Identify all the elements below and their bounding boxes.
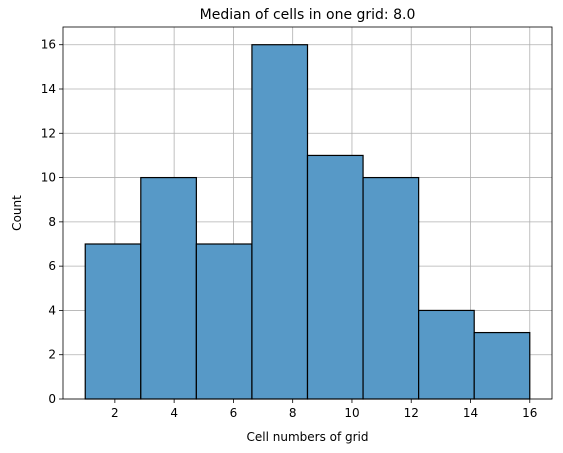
x-tick-label: 12 [404,406,419,420]
y-tick-label: 2 [48,348,56,362]
x-tick-label: 2 [111,406,119,420]
x-tick-label: 14 [463,406,478,420]
y-tick-label: 0 [48,392,56,406]
histogram-bar [84,243,142,400]
y-tick-label: 14 [41,82,56,96]
histogram-bar [418,309,475,400]
histogram-bar [362,176,420,400]
y-tick-label: 4 [48,303,56,317]
histogram-bar [251,44,309,400]
x-tick-label: 10 [344,406,359,420]
y-tick-label: 10 [41,171,56,185]
histogram-bar [195,243,253,400]
histogram-bar [306,154,364,400]
histogram-bar [140,176,197,400]
x-axis-label: Cell numbers of grid [246,430,368,444]
x-tick-label: 8 [289,406,297,420]
y-axis-ticks: 0 2 4 6 8 10 12 14 16 [41,38,63,406]
chart-title: Median of cells in one grid: 8.0 [200,7,416,23]
x-axis-ticks: 2 4 6 8 10 12 14 16 [111,399,537,420]
y-tick-label: 16 [41,38,56,52]
x-tick-label: 4 [170,406,178,420]
histogram-bars [84,44,531,400]
y-tick-label: 12 [41,126,56,140]
histogram-bar [473,331,531,400]
y-axis-label: Count [10,195,24,231]
x-tick-label: 16 [522,406,537,420]
y-tick-label: 6 [48,259,56,273]
x-tick-label: 6 [230,406,238,420]
y-tick-label: 8 [48,215,56,229]
plot-frame [62,26,553,400]
